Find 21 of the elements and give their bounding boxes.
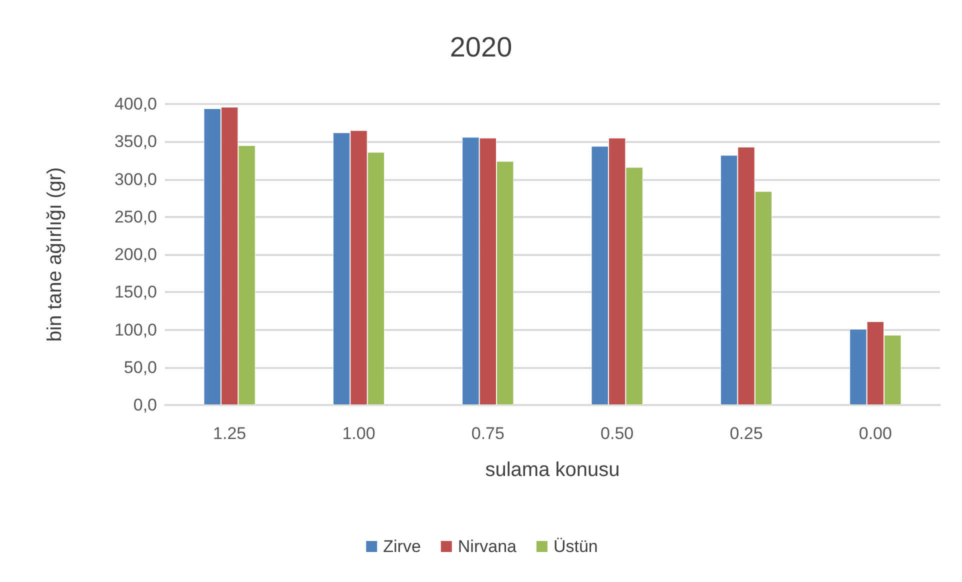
x-tick-label: 0.75 — [471, 424, 504, 443]
y-tick-label: 0,0 — [133, 396, 157, 414]
y-tick-label: 400,0 — [114, 94, 157, 114]
y-tick-label: 150,0 — [114, 282, 157, 302]
legend-label: Üstün — [553, 537, 598, 556]
y-tick-label: 250,0 — [114, 207, 157, 226]
y-tick-label: 300,0 — [114, 170, 157, 189]
legend-label: Nirvana — [458, 537, 518, 556]
y-tick-label: 350,0 — [114, 132, 157, 152]
y-axis-title: bin tane ağırlığı (gr) — [44, 167, 66, 342]
y-tick-label: 200,0 — [114, 245, 157, 264]
x-axis-title: sulama konusu — [485, 459, 620, 481]
x-tick-label: 0.50 — [600, 424, 634, 443]
chart-title: 2020 — [450, 32, 512, 62]
x-tick-label: 0.25 — [730, 424, 763, 443]
x-tick-label: 0.00 — [858, 424, 892, 443]
legend-label: Zirve — [383, 537, 421, 556]
x-tick-label: 1.25 — [213, 424, 246, 443]
x-tick-label: 1.00 — [342, 424, 376, 443]
y-tick-label: 50,0 — [124, 358, 157, 377]
y-tick-label: 100,0 — [114, 320, 157, 340]
